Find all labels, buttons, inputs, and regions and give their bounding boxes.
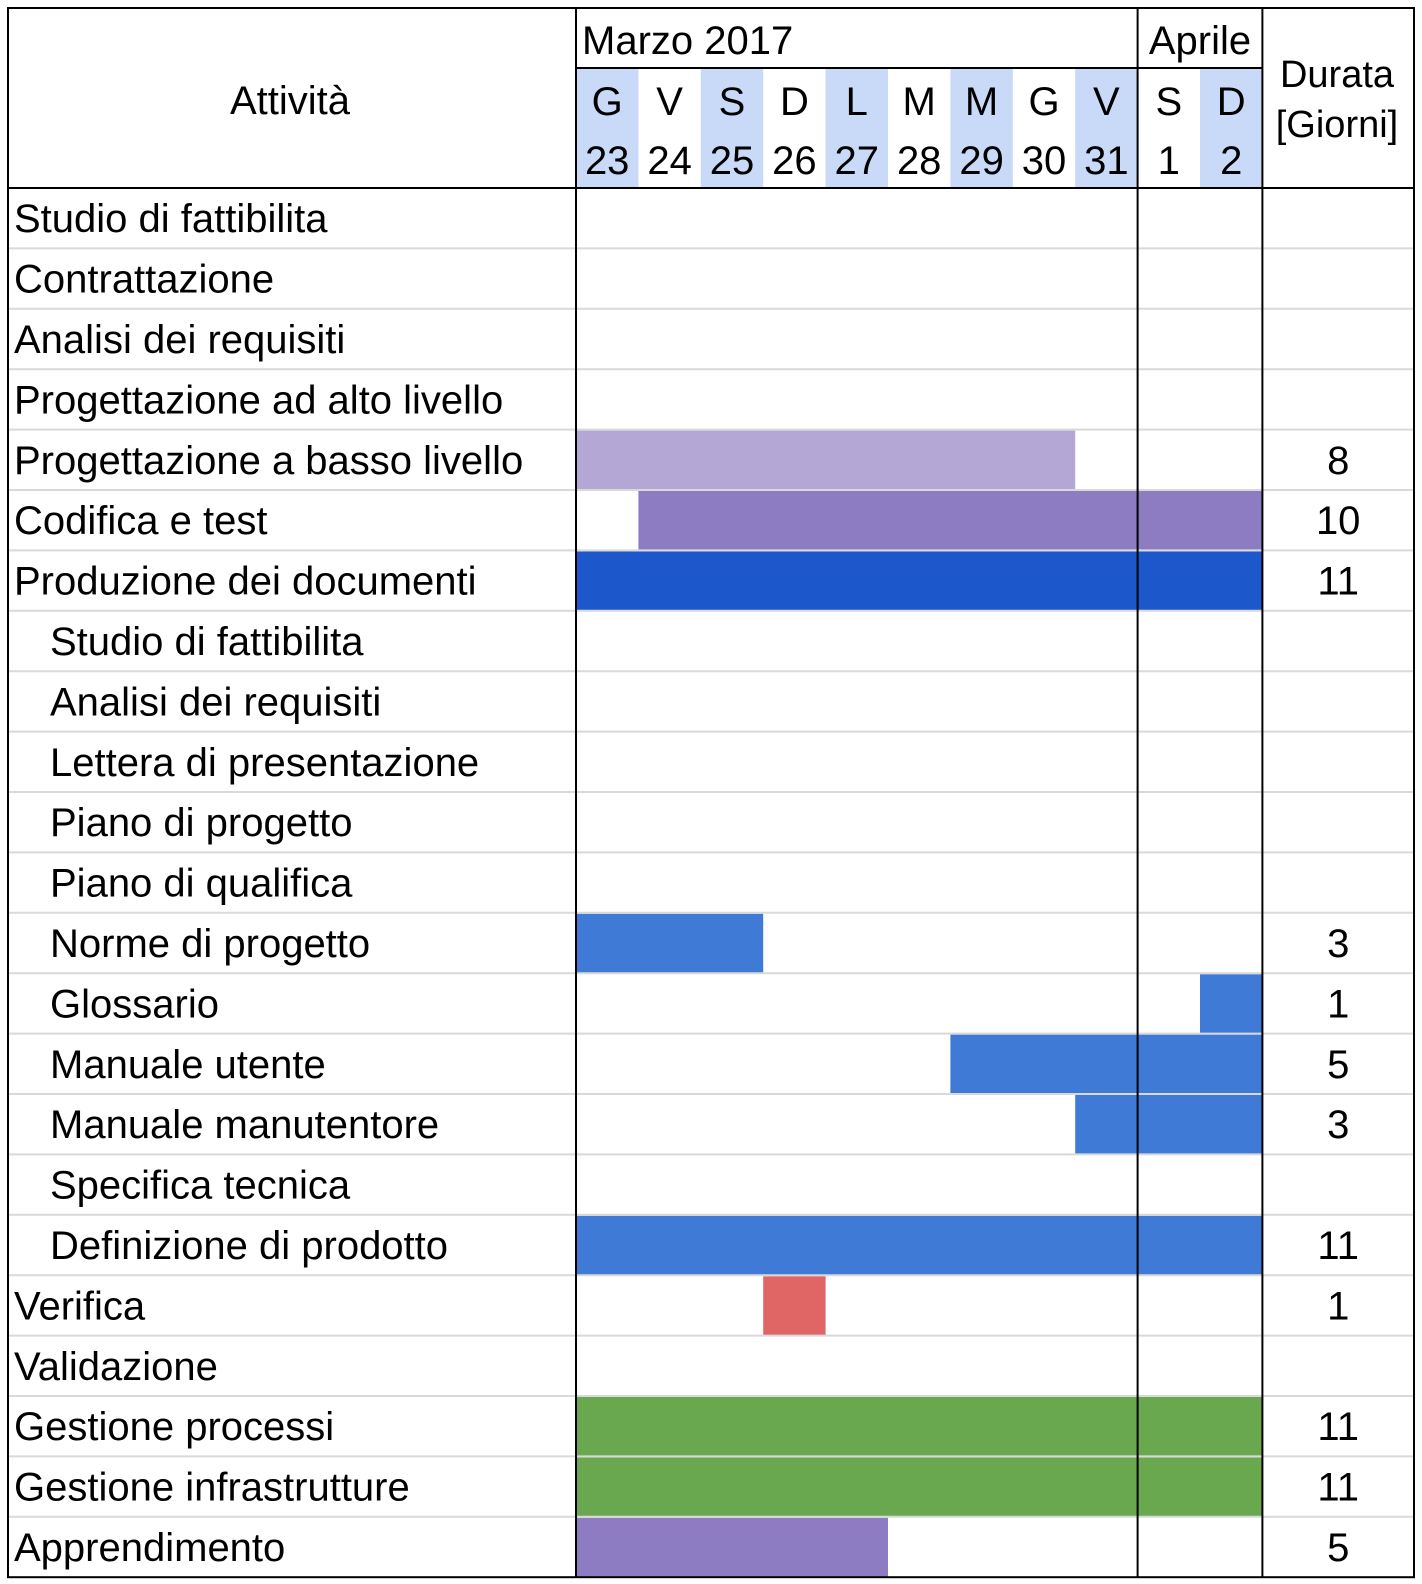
task-duration: 11	[1317, 1224, 1359, 1268]
task-name: Studio di fattibilita	[50, 620, 364, 664]
task-bar	[763, 1276, 826, 1336]
task-name: Progettazione a basso livello	[14, 439, 523, 483]
day-weekday-label: D	[1217, 80, 1246, 124]
day-date-label: 24	[647, 139, 692, 183]
day-weekday-label: M	[903, 80, 936, 124]
task-name: Piano di progetto	[50, 801, 352, 845]
task-name: Validazione	[14, 1345, 218, 1389]
task-duration: 5	[1327, 1043, 1349, 1087]
task-name: Contrattazione	[14, 258, 274, 302]
task-name: Analisi dei requisiti	[50, 680, 381, 724]
day-date-label: 26	[772, 139, 817, 183]
day-weekday-label: G	[1028, 80, 1059, 124]
day-header-shade	[700, 68, 764, 188]
day-header-shade	[825, 68, 888, 188]
task-duration: 1	[1327, 1284, 1349, 1328]
day-weekday-label: M	[965, 80, 998, 124]
task-name: Manuale utente	[50, 1043, 326, 1087]
task-bar	[576, 1517, 888, 1577]
task-duration: 1	[1327, 982, 1349, 1026]
task-bar	[950, 1034, 1263, 1094]
task-name: Analisi dei requisiti	[14, 318, 345, 362]
task-duration: 5	[1327, 1526, 1349, 1570]
day-date-label: 27	[835, 139, 880, 183]
day-weekday-label: S	[1155, 80, 1182, 124]
task-bar	[1075, 1095, 1263, 1154]
day-header-shade	[950, 68, 1013, 188]
day-header-shade	[576, 68, 639, 188]
task-name: Verifica	[14, 1284, 146, 1328]
duration-header-line1: Durata	[1280, 54, 1395, 96]
task-name: Codifica e test	[14, 499, 267, 543]
task-name: Progettazione ad alto livello	[14, 378, 503, 422]
day-date-label: 23	[585, 139, 630, 183]
task-bar	[576, 430, 1076, 490]
task-name: Specifica tecnica	[50, 1164, 351, 1208]
task-name: Lettera di presentazione	[50, 741, 479, 785]
day-weekday-label: D	[780, 80, 809, 124]
task-bar	[576, 1215, 1263, 1275]
task-duration: 11	[1317, 1405, 1359, 1449]
task-name: Gestione infrastrutture	[14, 1466, 410, 1510]
day-date-label: 2	[1220, 139, 1242, 183]
month-label: Aprile	[1149, 19, 1251, 63]
day-weekday-label: V	[656, 80, 683, 124]
day-date-label: 30	[1022, 139, 1067, 183]
task-duration: 3	[1327, 922, 1349, 966]
task-bar	[576, 1397, 1263, 1456]
task-duration: 11	[1317, 560, 1359, 604]
day-header-shade	[1200, 68, 1263, 188]
task-duration: 3	[1327, 1103, 1349, 1147]
task-name: Studio di fattibilita	[14, 197, 328, 241]
day-date-label: 28	[897, 139, 942, 183]
day-date-label: 25	[710, 139, 755, 183]
task-name: Definizione di prodotto	[50, 1224, 448, 1268]
task-duration: 11	[1317, 1466, 1359, 1510]
day-date-label: 29	[959, 139, 1004, 183]
task-name: Piano di qualifica	[50, 862, 353, 906]
task-bar	[638, 491, 1263, 550]
day-weekday-label: S	[719, 80, 746, 124]
duration-header-line2: [Giorni]	[1276, 104, 1398, 146]
day-header-shade	[1075, 68, 1138, 188]
activity-header: Attività	[230, 79, 351, 123]
table-border	[7, 7, 1415, 1579]
task-duration: 8	[1327, 439, 1349, 483]
task-name: Produzione dei documenti	[14, 560, 477, 604]
task-name: Norme di progetto	[50, 922, 370, 966]
task-name: Apprendimento	[14, 1526, 285, 1570]
month-label: Marzo 2017	[582, 19, 793, 63]
day-date-label: 31	[1084, 139, 1129, 183]
task-bar	[576, 551, 1263, 611]
task-bar	[576, 913, 764, 973]
day-weekday-label: L	[846, 80, 868, 124]
task-bar	[576, 1457, 1263, 1517]
day-weekday-label: G	[592, 80, 623, 124]
task-name: Glossario	[50, 982, 219, 1026]
task-name: Manuale manutentore	[50, 1103, 439, 1147]
day-date-label: 1	[1158, 139, 1180, 183]
task-bar	[1200, 974, 1263, 1034]
task-duration: 10	[1316, 499, 1361, 543]
day-weekday-label: V	[1093, 80, 1120, 124]
task-name: Gestione processi	[14, 1405, 334, 1449]
